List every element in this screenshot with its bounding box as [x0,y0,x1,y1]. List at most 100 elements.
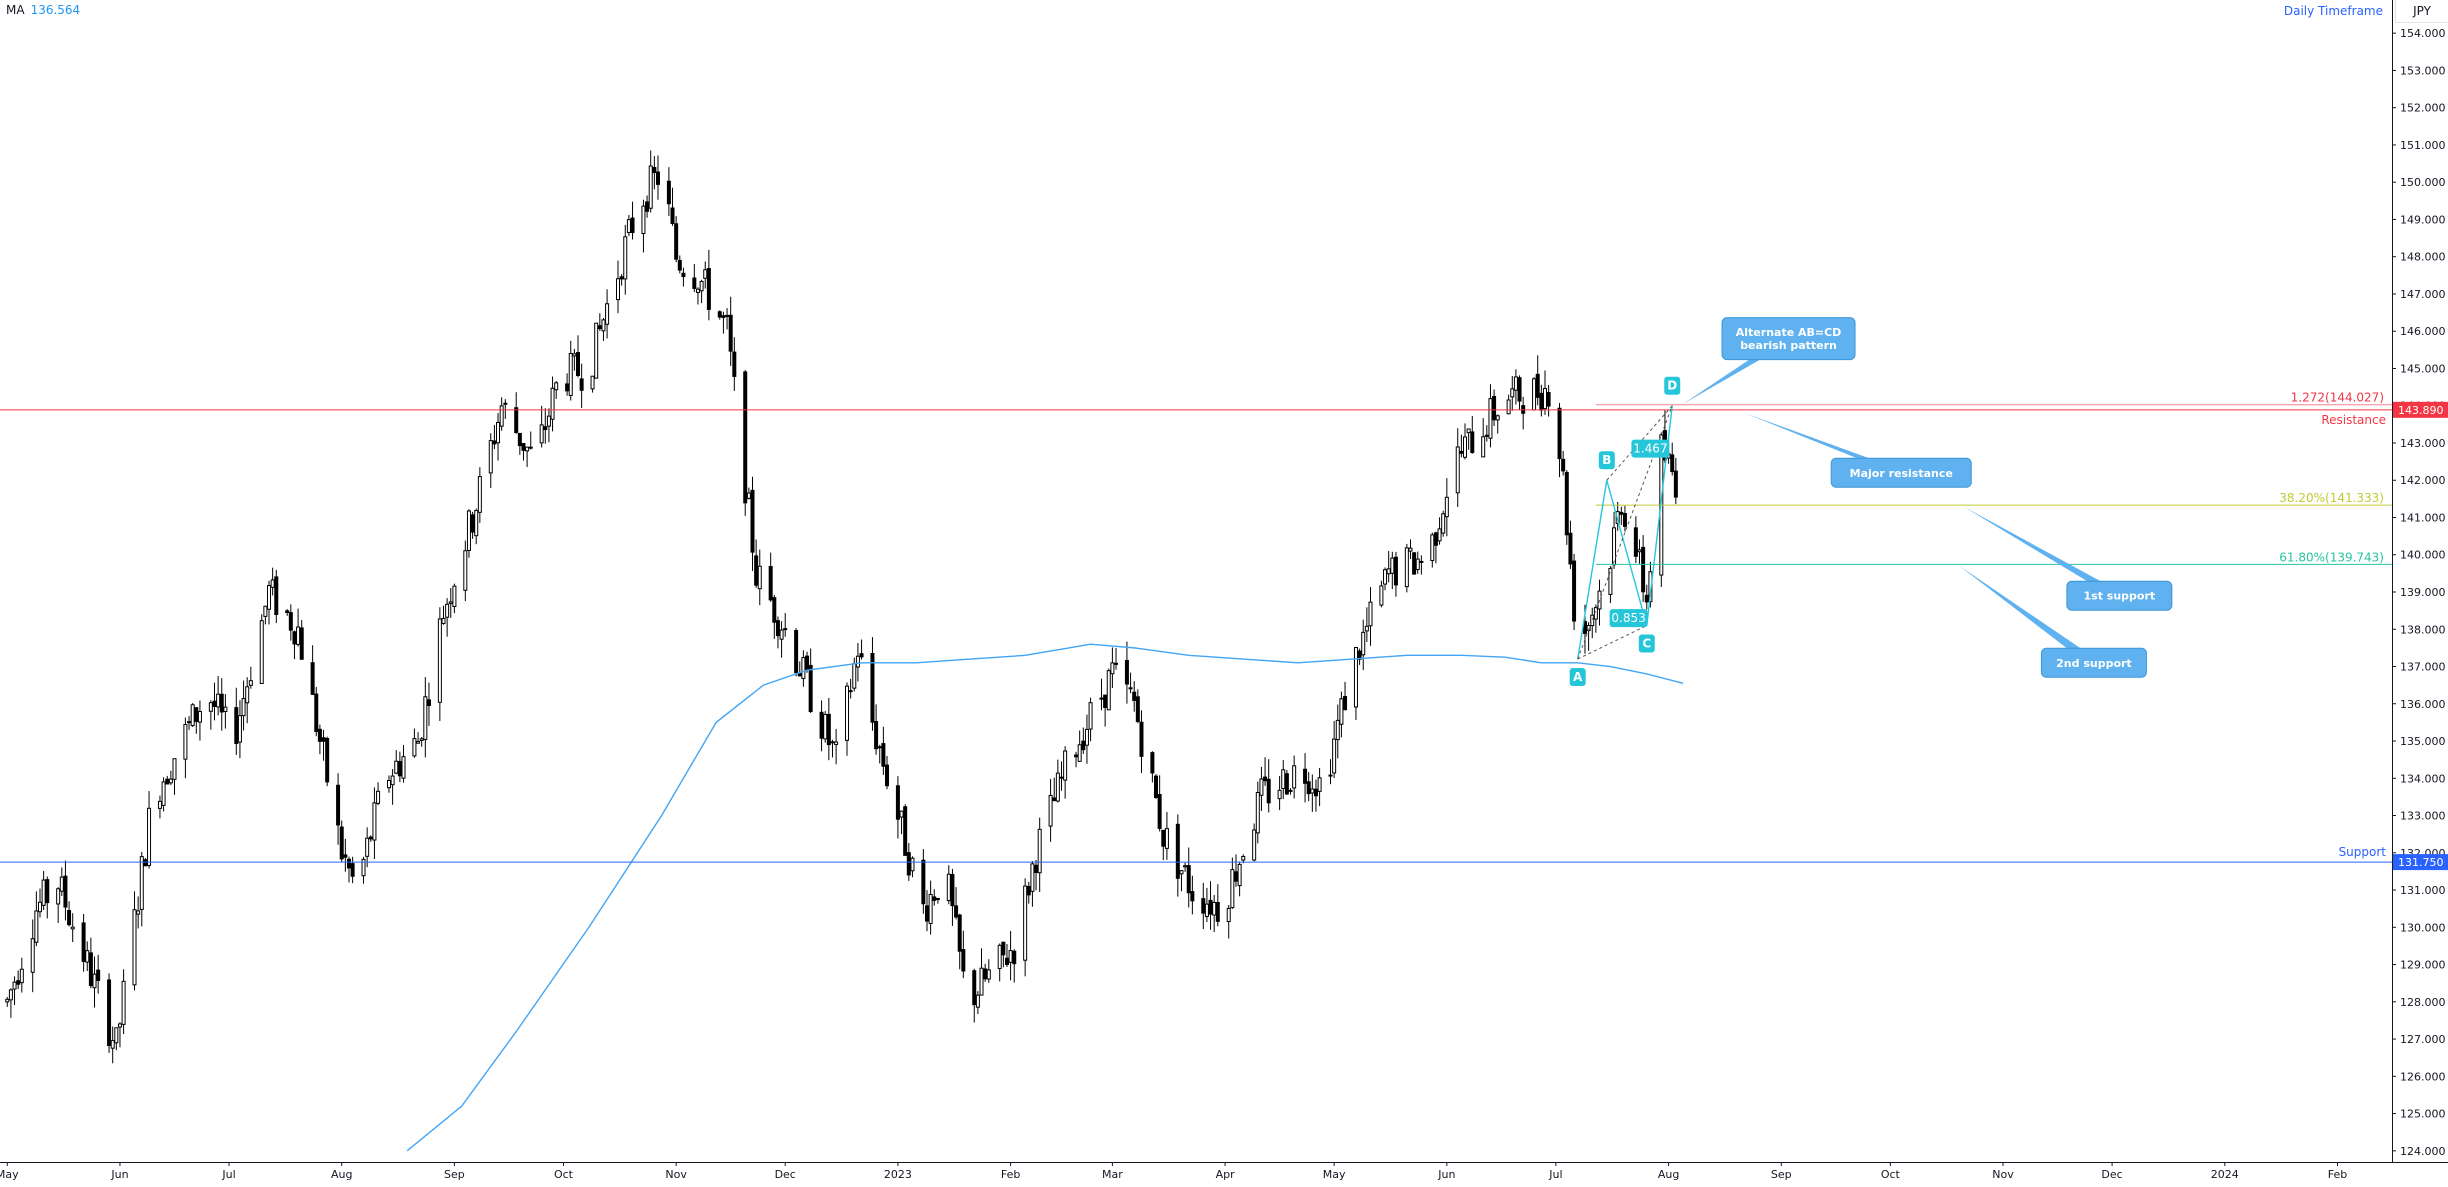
candle [1034,859,1039,891]
candle [147,791,152,869]
point-badge [1598,451,1615,470]
candle [241,680,246,731]
candle [1164,812,1169,860]
candle [245,677,250,724]
callout[interactable]: 1st support [1963,506,2173,611]
candle [775,616,780,649]
currency-label[interactable]: JPY [2395,0,2448,23]
candle-body [376,790,381,804]
candles-layer [5,150,1678,1064]
candle-body [1288,789,1293,792]
candle-body [267,585,272,610]
candle [670,187,675,226]
candle [1361,619,1366,671]
moving-average-layer [406,643,1684,1152]
candle [797,661,802,677]
time-tick-label: Sep [1771,1168,1792,1181]
candle-body [1161,829,1166,847]
candle [368,835,373,842]
candle [845,682,850,756]
callout-pointer [1683,338,1797,404]
candle-body [986,969,991,980]
candle [1546,384,1551,417]
candle-body [67,909,72,926]
candle-body [310,662,315,695]
candle-body [906,852,911,876]
candle [1608,566,1613,604]
candle [37,888,42,918]
price-axis-bg [2392,0,2448,1183]
candle [997,943,1002,982]
candle [1052,777,1057,802]
candle-body [1001,941,1006,956]
candle-body [16,980,21,985]
candle-body [339,826,344,860]
price-tick-label: 124.000 [2400,1145,2446,1158]
point-label: B [1602,453,1611,467]
candle [528,431,533,450]
candle [525,446,530,467]
callout-pointer [1744,413,1910,473]
candle [496,413,501,461]
price-tick-label: 129.000 [2400,959,2446,972]
candle-body [401,756,406,779]
candle [1535,355,1540,406]
candle-body [136,910,141,915]
candle-body [121,980,126,1025]
candle [263,605,268,625]
candle [165,775,170,785]
candle-body [717,311,722,318]
point-badge [1638,634,1655,653]
candle [1572,553,1577,631]
candle-body [1114,662,1119,665]
candle [1437,517,1442,545]
candle-body [619,276,624,280]
candle [1128,672,1133,694]
candle [1230,857,1235,909]
candle-body [848,690,853,693]
candle-body [1517,377,1522,402]
candle [521,442,526,461]
callout[interactable]: Major resistance [1744,413,1972,488]
candle [597,313,602,331]
candle [161,777,166,812]
candle-body [365,837,370,857]
candle [1463,423,1468,460]
candle [88,937,93,989]
candle [1303,753,1308,803]
indicator-legend[interactable]: MA 136.564 [6,3,80,17]
candle-body [721,315,726,318]
candle-body [1208,899,1213,915]
candle [899,810,904,835]
candle [1430,532,1435,568]
time-tick-label: Aug [1658,1168,1679,1181]
candle-body [554,382,559,391]
candle [1644,584,1649,610]
candle-body [30,938,35,973]
candle [921,849,926,914]
candle-body [19,968,24,984]
candle-body [757,565,762,590]
candle-body [1084,728,1089,746]
candle [808,648,813,713]
candle [197,700,202,741]
candle [219,678,224,731]
candle [223,694,228,729]
legend-value: 136.564 [30,3,81,17]
callout[interactable]: 2nd support [1959,565,2147,678]
candle-body [594,322,599,379]
time-tick-label: Feb [1001,1168,1020,1181]
candle-body [1052,797,1057,802]
candle-body [1055,772,1060,802]
candle [590,375,595,393]
candle-body [1237,863,1242,887]
candle-body [234,707,239,745]
candle [463,540,468,602]
candle-body [1488,398,1493,439]
candle [579,363,584,409]
candle-body [1590,614,1595,627]
candle-body [732,351,737,377]
